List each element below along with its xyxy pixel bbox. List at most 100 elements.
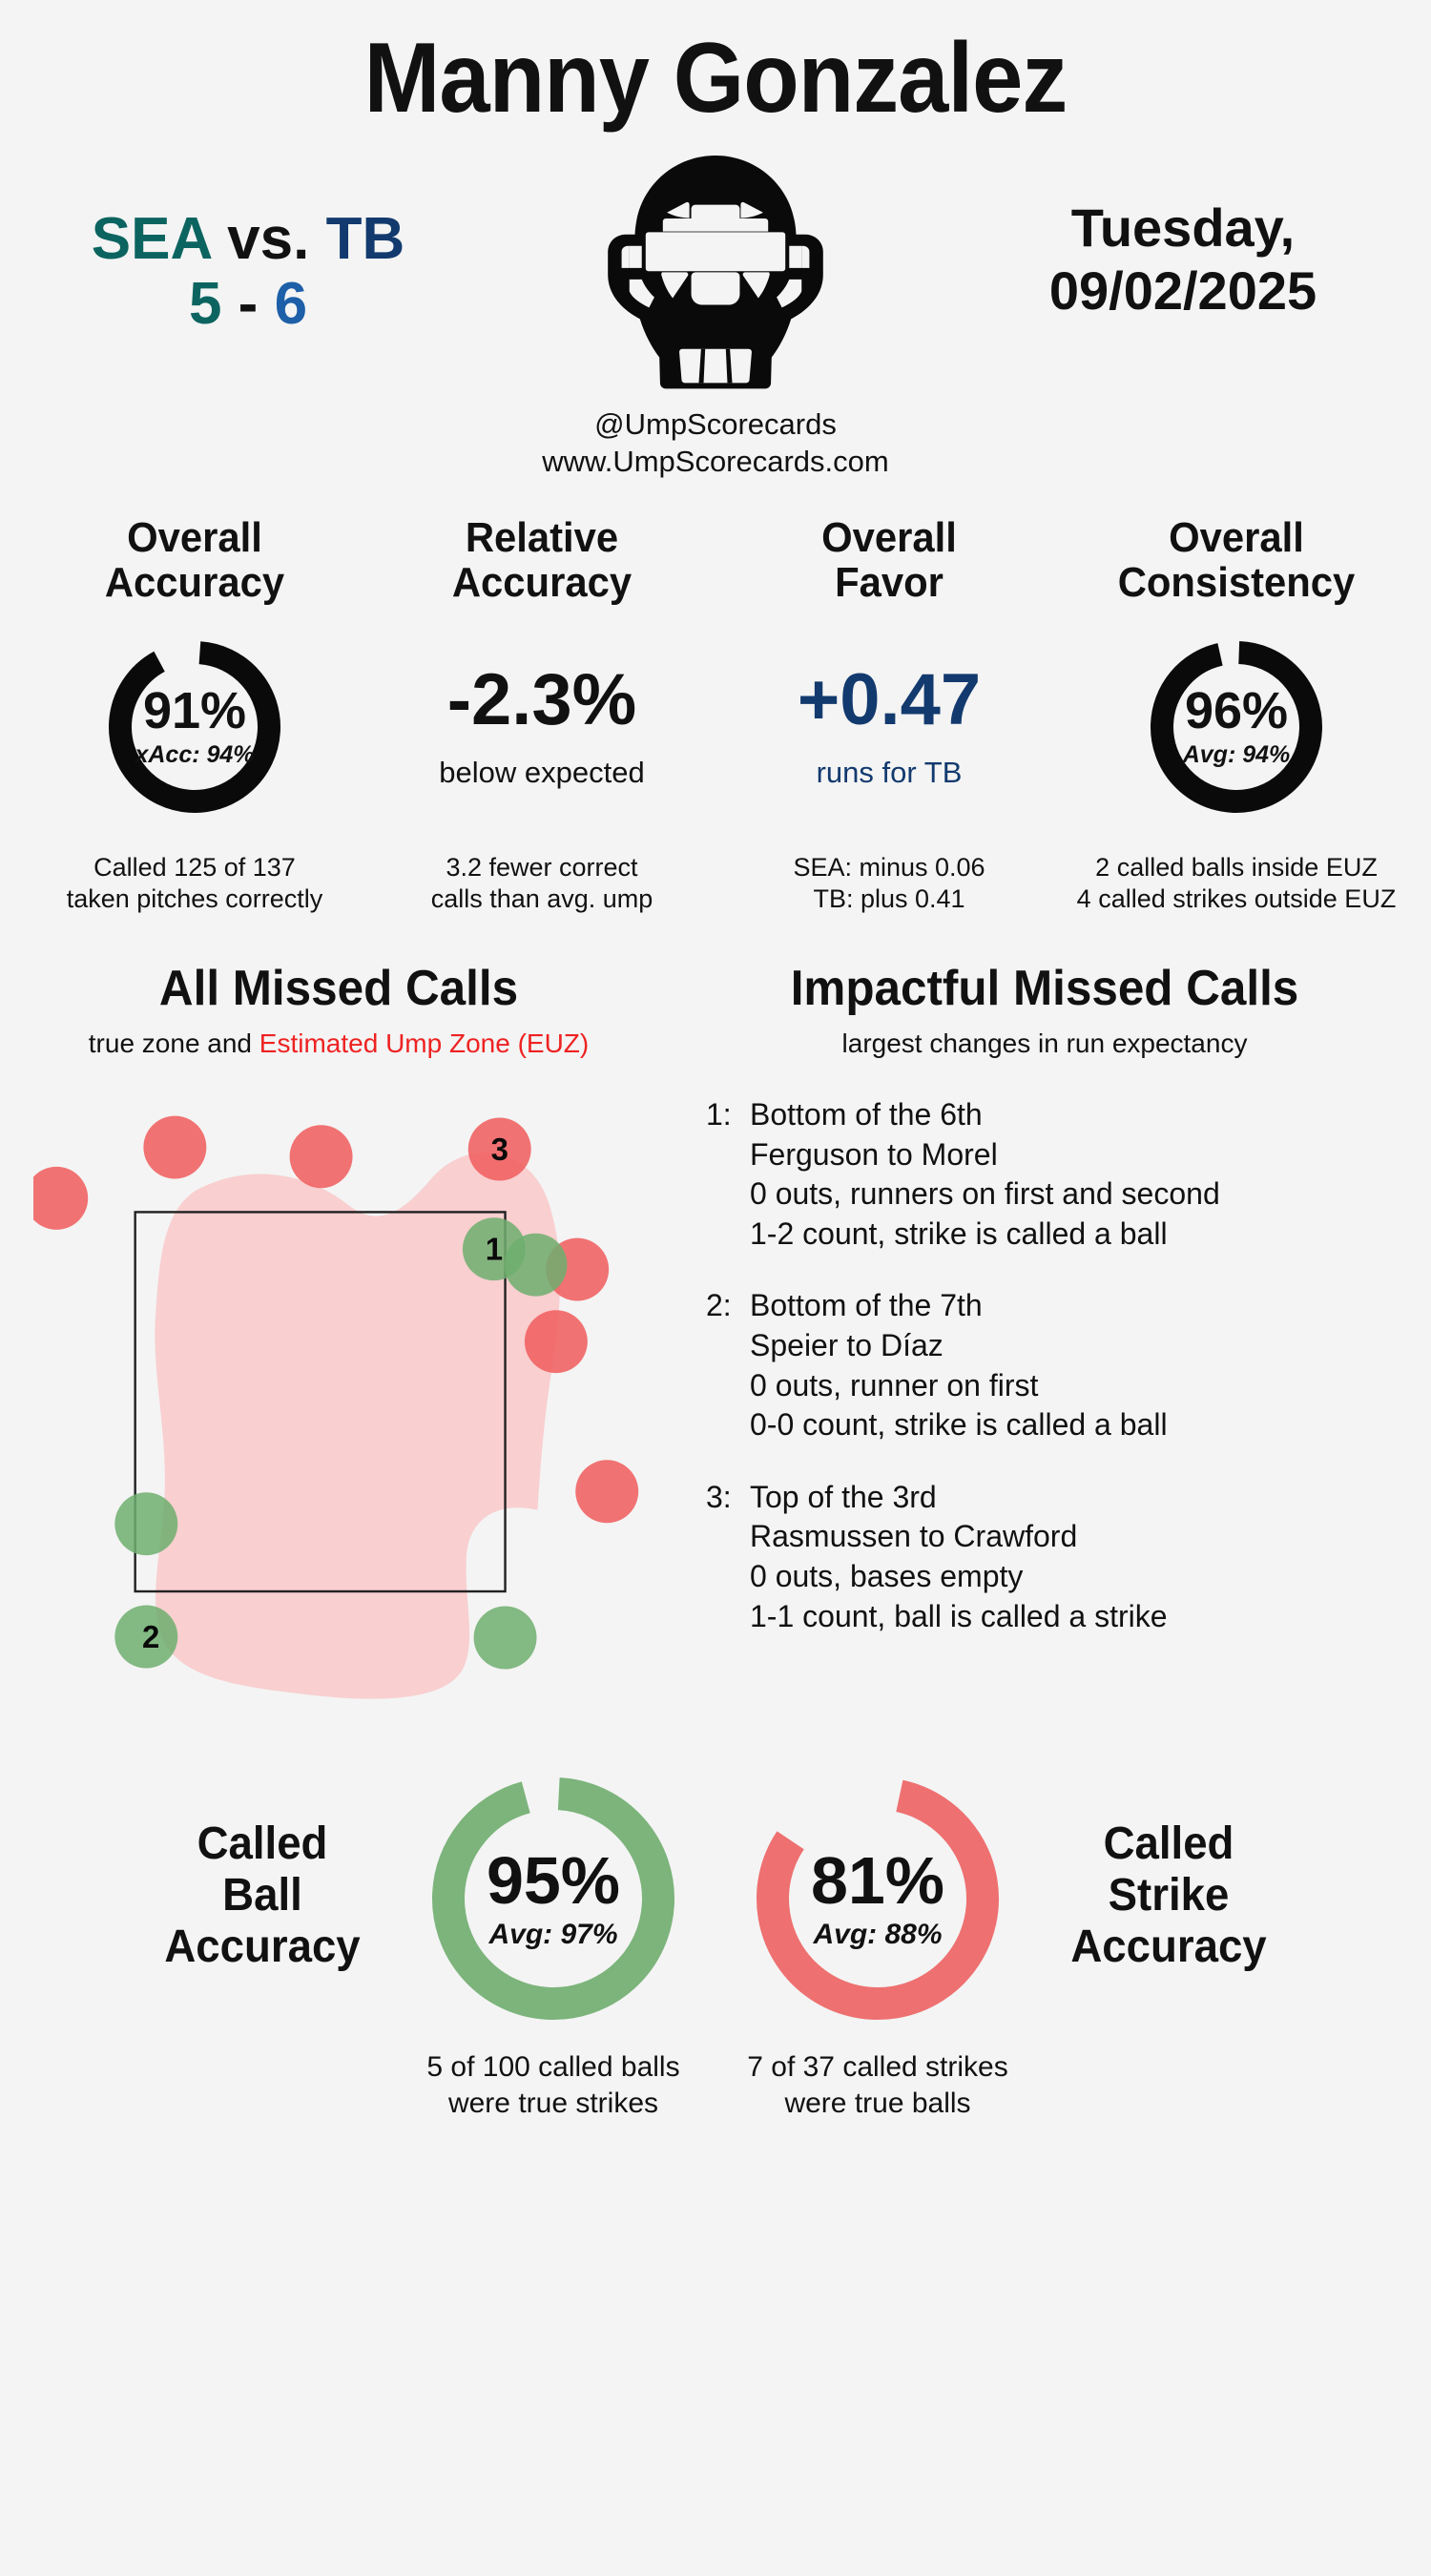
called-strike-accuracy-gauge: 81% Avg: 88% 7 of 37 called strikes were…: [716, 1765, 1040, 2121]
euz-blob: [155, 1153, 561, 1699]
called-ball-donut: 95% Avg: 97%: [420, 1765, 687, 2032]
stats-row: Overall Accuracy 91% xAcc: 94% Called 12…: [0, 513, 1431, 917]
stat-title-line2: Accuracy: [104, 559, 285, 607]
impactful-missed-calls-title: Impactful Missed Calls: [790, 961, 1299, 1017]
stat-title-line2: Accuracy: [451, 559, 633, 607]
missed-call-marker-label: 2: [142, 1619, 159, 1654]
stat-footnote: SEA: minus 0.06 TB: plus 0.41: [716, 852, 1063, 917]
list-item: 2: Bottom of the 7th Speier to Díaz 0 ou…: [706, 1286, 1421, 1444]
call-index: 3:: [706, 1479, 732, 1514]
call-situation: 0 outs, runner on first: [750, 1367, 1039, 1402]
all-missed-calls-title: All Missed Calls: [158, 961, 519, 1017]
overall-favor-value: +0.47: [797, 658, 982, 740]
header-row: SEA vs. TB 5 - 6: [0, 151, 1431, 481]
donut-label: 95% Avg: 97%: [420, 1765, 687, 2032]
stat-title-line1: Overall: [821, 513, 957, 561]
call-description: 0-0 count, strike is called a ball: [750, 1407, 1168, 1443]
stat-title: Relative Accuracy: [377, 513, 707, 607]
impactful-calls-list: 1: Bottom of the 6th Ferguson to Morel 0…: [668, 1095, 1421, 1636]
stat-title: Overall Consistency: [1071, 514, 1401, 607]
stat-footnote-line1: 3.2 fewer correct: [446, 852, 638, 882]
stat-footnote: Called 125 of 137 taken pitches correctl…: [21, 852, 368, 917]
call-situation: 0 outs, runners on first and second: [750, 1176, 1220, 1212]
list-item: 1: Bottom of the 6th Ferguson to Morel 0…: [706, 1095, 1421, 1254]
call-index: 2:: [706, 1288, 732, 1323]
call-inning: Top of the 3rd: [750, 1479, 937, 1514]
call-description: 1-1 count, ball is called a strike: [750, 1598, 1168, 1633]
strike-zone-plot: 3 1 2: [33, 1074, 644, 1742]
footnote-line1: 7 of 37 called strikes: [747, 2051, 1008, 2084]
donut-value: 96%: [1184, 681, 1289, 739]
donut-subvalue: Avg: 97%: [488, 1918, 618, 1950]
away-score: 5: [188, 271, 222, 338]
away-team-abbr: SEA: [91, 206, 211, 272]
stat-overall-consistency: Overall Consistency 96% Avg: 94% 2 calle…: [1063, 514, 1410, 917]
stat-footnote: 3.2 fewer correct calls than avg. ump: [368, 852, 716, 917]
gauge-area: 96% Avg: 94%: [1063, 617, 1410, 837]
call-situation: 0 outs, bases empty: [750, 1558, 1024, 1593]
label-line1: Called: [197, 1818, 328, 1870]
stat-footnote-line1: Called 125 of 137: [93, 852, 296, 882]
footnote-line2: were true strikes: [447, 2087, 659, 2119]
stat-title-line2: Favor: [835, 559, 944, 607]
logo-block: @UmpScorecards www.UmpScorecards.com: [515, 151, 916, 481]
missed-call-marker: [114, 1605, 178, 1669]
donut-label: 96% Avg: 94%: [1141, 632, 1332, 822]
donut-value: 95%: [486, 1842, 621, 1918]
page-title: Manny Gonzalez: [363, 23, 1068, 134]
stat-footnote-line1: 2 called balls inside EUZ: [1095, 852, 1378, 882]
label-line2: Strike: [1108, 1869, 1230, 1921]
call-matchup: Ferguson to Morel: [750, 1136, 998, 1172]
donut-label: 91% xAcc: 94%: [99, 632, 290, 822]
stat-footnote-line2: taken pitches correctly: [66, 884, 323, 914]
impactful-missed-calls-subtitle: largest changes in run expectancy: [841, 1028, 1248, 1059]
value-area: +0.47 runs for TB: [716, 617, 1063, 837]
mid-section: All Missed Calls true zone and Estimated…: [0, 960, 1431, 1742]
relative-accuracy-sub: below expected: [439, 755, 645, 789]
called-ball-accuracy-label: Called Ball Accuracy: [140, 1765, 385, 1972]
social-handle-block: @UmpScorecards www.UmpScorecards.com: [515, 406, 916, 481]
stat-title-line2: Consistency: [1117, 559, 1356, 607]
gauge-area: 91% xAcc: 94%: [21, 617, 368, 837]
missed-call-marker-label: 3: [491, 1132, 508, 1167]
missed-call-marker: [289, 1125, 353, 1189]
all-missed-calls-subtitle: true zone and Estimated Ump Zone (EUZ): [10, 1028, 668, 1059]
missed-call-marker: [33, 1166, 89, 1230]
label-line3: Accuracy: [1070, 1921, 1267, 1972]
missed-call-marker: [575, 1460, 639, 1524]
donut-value: 81%: [810, 1842, 945, 1918]
missed-call-marker: [462, 1217, 526, 1281]
impactful-missed-calls-panel: Impactful Missed Calls largest changes i…: [668, 960, 1421, 1742]
home-team-abbr: TB: [325, 206, 405, 272]
call-description: 1-2 count, strike is called a ball: [750, 1215, 1168, 1251]
stat-footnote: 2 called balls inside EUZ 4 called strik…: [1063, 852, 1410, 917]
missed-call-marker: [524, 1310, 588, 1374]
donut-subvalue: Avg: 94%: [1182, 740, 1291, 768]
stat-title-line1: Relative: [465, 513, 619, 561]
game-date-numeric: 09/02/2025: [1048, 260, 1317, 322]
call-details: Top of the 3rd Rasmussen to Crawford 0 o…: [750, 1478, 1168, 1636]
missed-call-marker-label: 1: [486, 1232, 503, 1267]
list-item: 3: Top of the 3rd Rasmussen to Crawford …: [706, 1478, 1421, 1636]
zone-legend-euz: Estimated Ump Zone (EUZ): [259, 1028, 590, 1059]
score-line: 5 - 6: [38, 270, 458, 338]
stat-title: Overall Accuracy: [30, 513, 360, 607]
donut-subvalue: xAcc: 94%: [135, 740, 255, 768]
overall-favor-sub: runs for TB: [816, 755, 963, 789]
called-strike-footnote: 7 of 37 called strikes were true balls: [716, 2049, 1040, 2121]
stat-footnote-line1: SEA: minus 0.06: [793, 852, 985, 882]
overall-accuracy-donut: 91% xAcc: 94%: [99, 632, 290, 822]
game-date: Tuesday, 09/02/2025: [973, 151, 1393, 322]
call-details: Bottom of the 6th Ferguson to Morel 0 ou…: [750, 1095, 1220, 1254]
overall-consistency-donut: 96% Avg: 94%: [1141, 632, 1332, 822]
relative-accuracy-value: -2.3%: [446, 658, 637, 740]
matchup-block: SEA vs. TB 5 - 6: [38, 151, 458, 338]
true-zone-rect: [134, 1211, 507, 1593]
missed-call-marker: [143, 1115, 207, 1179]
label-line3: Accuracy: [164, 1921, 361, 1972]
stat-overall-accuracy: Overall Accuracy 91% xAcc: 94% Called 12…: [21, 513, 368, 917]
stat-title-line1: Overall: [127, 513, 262, 561]
call-inning: Bottom of the 7th: [750, 1288, 983, 1323]
donut-subvalue: Avg: 88%: [813, 1918, 943, 1950]
vs-label: vs.: [227, 206, 310, 272]
